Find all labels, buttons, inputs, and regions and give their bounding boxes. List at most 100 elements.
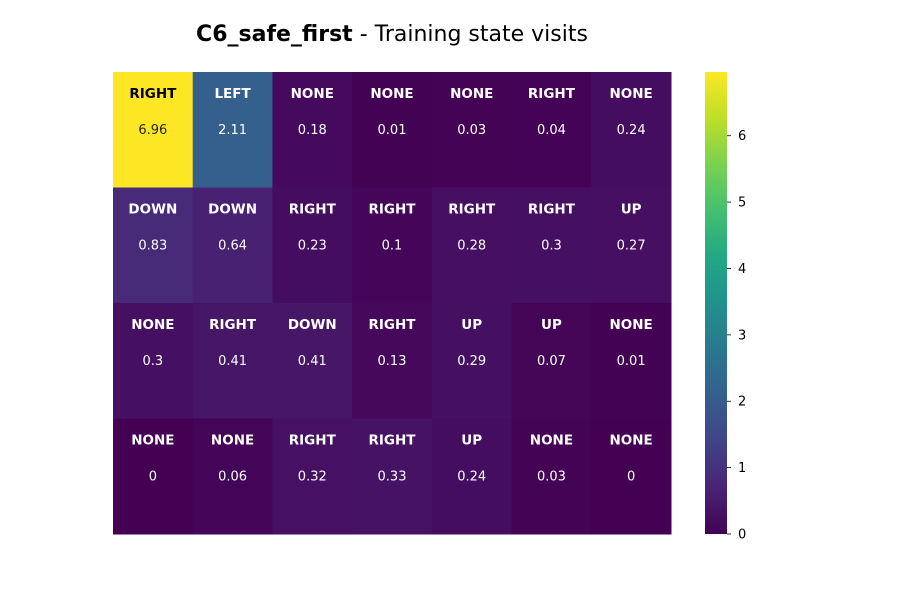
cell-value-label: 0.01 <box>617 354 646 369</box>
chart-title-rest: - Training state visits <box>352 22 588 47</box>
cell-value-label: 0.3 <box>143 354 164 369</box>
cell-value-label: 0.83 <box>138 239 167 254</box>
cell-value-label: 0.29 <box>457 354 486 369</box>
cell-value-label: 6.96 <box>138 123 167 138</box>
colorbar-gradient <box>705 72 727 534</box>
cell-action-label: RIGHT <box>368 202 416 218</box>
cell-action-label: RIGHT <box>448 202 496 218</box>
cell-action-label: NONE <box>131 317 174 333</box>
heatmap-cell-r3-c5 <box>511 418 592 535</box>
heatmap-cell-r2-c4 <box>431 303 513 419</box>
cell-value-label: 0.41 <box>298 354 327 369</box>
cell-value-label: 0.41 <box>218 354 247 369</box>
cell-action-label: NONE <box>450 86 493 102</box>
heatmap-cell-r0-c3 <box>352 72 433 188</box>
cell-value-label: 2.11 <box>218 123 247 138</box>
cell-action-label: NONE <box>609 433 652 449</box>
heatmap-cell-r0-c4 <box>431 72 513 188</box>
colorbar-tick-label: 4 <box>738 262 746 277</box>
cell-action-label: RIGHT <box>129 86 177 102</box>
cell-action-label: UP <box>461 433 482 449</box>
cell-action-label: NONE <box>211 433 254 449</box>
cell-action-label: LEFT <box>214 86 251 102</box>
cell-action-label: NONE <box>291 86 334 102</box>
colorbar-tick-label: 0 <box>738 528 746 543</box>
cell-action-label: UP <box>621 202 642 218</box>
colorbar-ticks: 0 1 2 3 4 5 6 <box>727 129 746 543</box>
cell-value-label: 0.1 <box>382 239 403 254</box>
colorbar <box>705 72 727 534</box>
cell-action-label: RIGHT <box>289 433 337 449</box>
cell-action-label: DOWN <box>128 202 177 218</box>
cell-value-label: 0.03 <box>537 470 566 485</box>
heatmap-cell-r2-c0 <box>113 303 194 419</box>
heatmap-cell-r1-c0 <box>113 187 194 304</box>
colorbar-tick-label: 3 <box>738 328 746 343</box>
chart-title: C6_safe_first - Training state visits <box>0 22 784 47</box>
heatmap-cell-r1-c1 <box>192 187 273 304</box>
heatmap-cell-r3-c0 <box>113 418 194 535</box>
cell-action-label: RIGHT <box>528 202 576 218</box>
heatmap-cell-r2-c5 <box>511 303 592 419</box>
heatmap-cell-r2-c2 <box>272 303 353 419</box>
cell-value-label: 0.18 <box>298 123 327 138</box>
cell-action-label: NONE <box>370 86 413 102</box>
cell-value-label: 0.24 <box>617 123 646 138</box>
cell-action-label: RIGHT <box>368 317 416 333</box>
cell-value-label: 0.32 <box>298 470 327 485</box>
heatmap-cell-r3-c3 <box>352 418 433 535</box>
cell-action-label: NONE <box>530 433 573 449</box>
colorbar-tick-label: 5 <box>738 196 746 211</box>
cell-value-label: 0 <box>627 470 635 485</box>
cell-action-label: NONE <box>609 86 652 102</box>
cell-value-label: 0.13 <box>378 354 407 369</box>
cell-action-label: DOWN <box>288 317 337 333</box>
colorbar-tick-label: 6 <box>738 129 746 144</box>
cell-value-label: 0.27 <box>617 239 646 254</box>
cell-value-label: 0.28 <box>457 239 486 254</box>
cell-value-label: 0.01 <box>378 123 407 138</box>
cell-value-label: 0.24 <box>457 470 486 485</box>
heatmap-cell-r3-c6 <box>591 418 672 535</box>
heatmap-cell-r3-c2 <box>272 418 353 535</box>
heatmap-cell-r2-c6 <box>591 303 672 419</box>
heatmap-cell-r1-c5 <box>511 187 592 304</box>
colorbar-tick-label: 2 <box>738 395 746 410</box>
cell-value-label: 0 <box>149 470 157 485</box>
cell-action-label: RIGHT <box>528 86 576 102</box>
heatmap-cell-r2-c3 <box>352 303 433 419</box>
cell-value-label: 0.03 <box>457 123 486 138</box>
heatmap-cell-r0-c6 <box>591 72 672 188</box>
cell-action-label: RIGHT <box>289 202 337 218</box>
cell-action-label: UP <box>461 317 482 333</box>
cell-value-label: 0.64 <box>218 239 247 254</box>
cell-action-label: NONE <box>131 433 174 449</box>
heatmap-cell-r2-c1 <box>192 303 273 419</box>
cell-value-label: 0.07 <box>537 354 566 369</box>
cell-value-label: 0.04 <box>537 123 566 138</box>
cell-action-label: RIGHT <box>368 433 416 449</box>
heatmap-cell-r0-c2 <box>272 72 353 188</box>
cell-value-label: 0.33 <box>378 470 407 485</box>
heatmap-cell-r1-c2 <box>272 187 353 304</box>
cell-action-label: NONE <box>609 317 652 333</box>
colorbar-tick-label: 1 <box>738 461 746 476</box>
heatmap-cell-r1-c3 <box>352 187 433 304</box>
cell-value-label: 0.23 <box>298 239 327 254</box>
chart-title-bold: C6_safe_first <box>196 22 353 47</box>
heatmap-cell-r0-c0 <box>113 72 194 188</box>
heatmap-cell-r3-c1 <box>192 418 273 535</box>
heatmap-cell-r0-c5 <box>511 72 592 188</box>
heatmap-cells: RIGHT 6.96 LEFT 2.11 NONE 0.18 NONE 0.01 NONE 0.0… <box>113 72 672 535</box>
cell-action-label: DOWN <box>208 202 257 218</box>
heatmap-cell-r1-c6 <box>591 187 672 304</box>
cell-action-label: RIGHT <box>209 317 257 333</box>
cell-value-label: 0.3 <box>541 239 562 254</box>
heatmap-cell-r0-c1 <box>192 72 273 188</box>
cell-action-label: UP <box>541 317 562 333</box>
heatmap-cell-r1-c4 <box>431 187 513 304</box>
heatmap-cell-r3-c4 <box>431 418 513 535</box>
cell-value-label: 0.06 <box>218 470 247 485</box>
